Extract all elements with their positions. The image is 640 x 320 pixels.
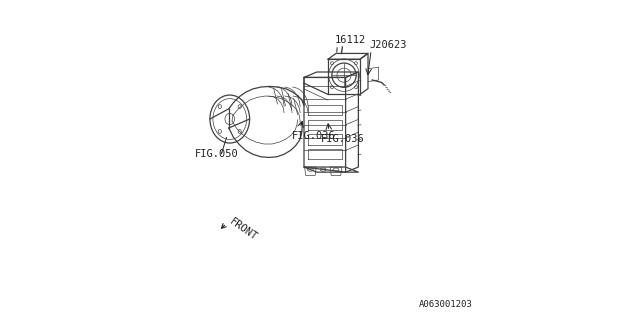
Text: J20623: J20623 bbox=[370, 40, 407, 50]
Text: FIG.036: FIG.036 bbox=[321, 134, 365, 144]
Text: A063001203: A063001203 bbox=[419, 300, 473, 309]
Text: FIG.050: FIG.050 bbox=[195, 148, 239, 159]
Text: FIG.036: FIG.036 bbox=[292, 131, 335, 140]
Text: 16112: 16112 bbox=[334, 35, 365, 45]
Text: FRONT: FRONT bbox=[228, 216, 259, 242]
